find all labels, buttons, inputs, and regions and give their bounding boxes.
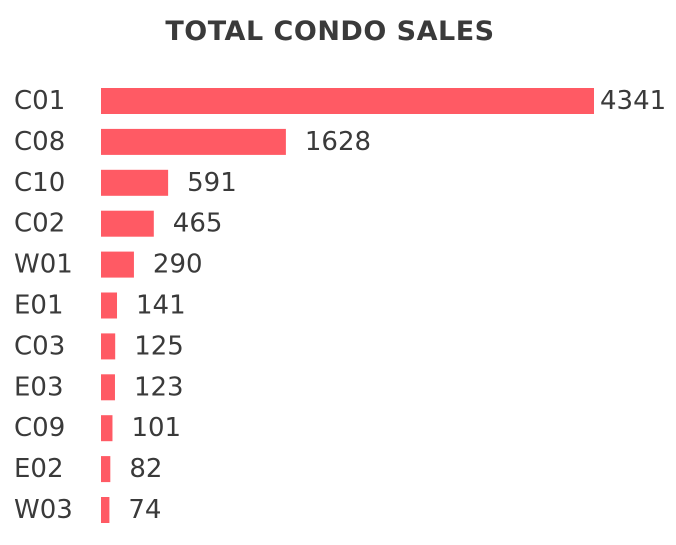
category-label-w01: W01: [14, 250, 73, 280]
value-label-c08: 1628: [305, 127, 371, 157]
value-label-c09: 101: [131, 413, 181, 443]
bar-c02: [101, 210, 154, 237]
category-label-e03: E03: [14, 372, 64, 402]
bar-e02: [101, 456, 111, 483]
value-label-c10: 591: [187, 168, 237, 198]
bars-layer: C01 4341 C08 1628 C10 591 C02 465 W01 290 E01 141 C0…: [14, 86, 666, 525]
category-label-c03: C03: [14, 331, 65, 361]
category-label-c08: C08: [14, 127, 65, 157]
value-label-e03: 123: [134, 372, 184, 402]
bar-e03: [101, 374, 115, 401]
value-label-e02: 82: [129, 454, 162, 484]
value-label-w03: 74: [128, 495, 161, 525]
value-label-e01: 141: [136, 291, 186, 321]
bar-c10: [101, 169, 169, 196]
value-label-c01: 4341: [600, 86, 666, 116]
bar-c01: [101, 88, 594, 114]
bar-c08: [101, 128, 286, 155]
bar-e01: [101, 292, 118, 319]
chart-title: TOTAL CONDO SALES: [165, 16, 495, 47]
bar-w01: [101, 251, 134, 278]
bar-c09: [101, 415, 113, 442]
bar-w03: [101, 497, 110, 523]
category-label-e01: E01: [14, 291, 64, 321]
category-label-c10: C10: [14, 168, 65, 198]
value-label-c02: 465: [173, 209, 223, 239]
category-label-c01: C01: [14, 86, 65, 116]
bar-c03: [101, 333, 116, 360]
category-label-e02: E02: [14, 454, 64, 484]
category-label-c09: C09: [14, 413, 65, 443]
category-label-c02: C02: [14, 209, 65, 239]
value-label-w01: 290: [153, 250, 203, 280]
value-label-c03: 125: [134, 331, 184, 361]
category-label-w03: W03: [14, 495, 73, 525]
